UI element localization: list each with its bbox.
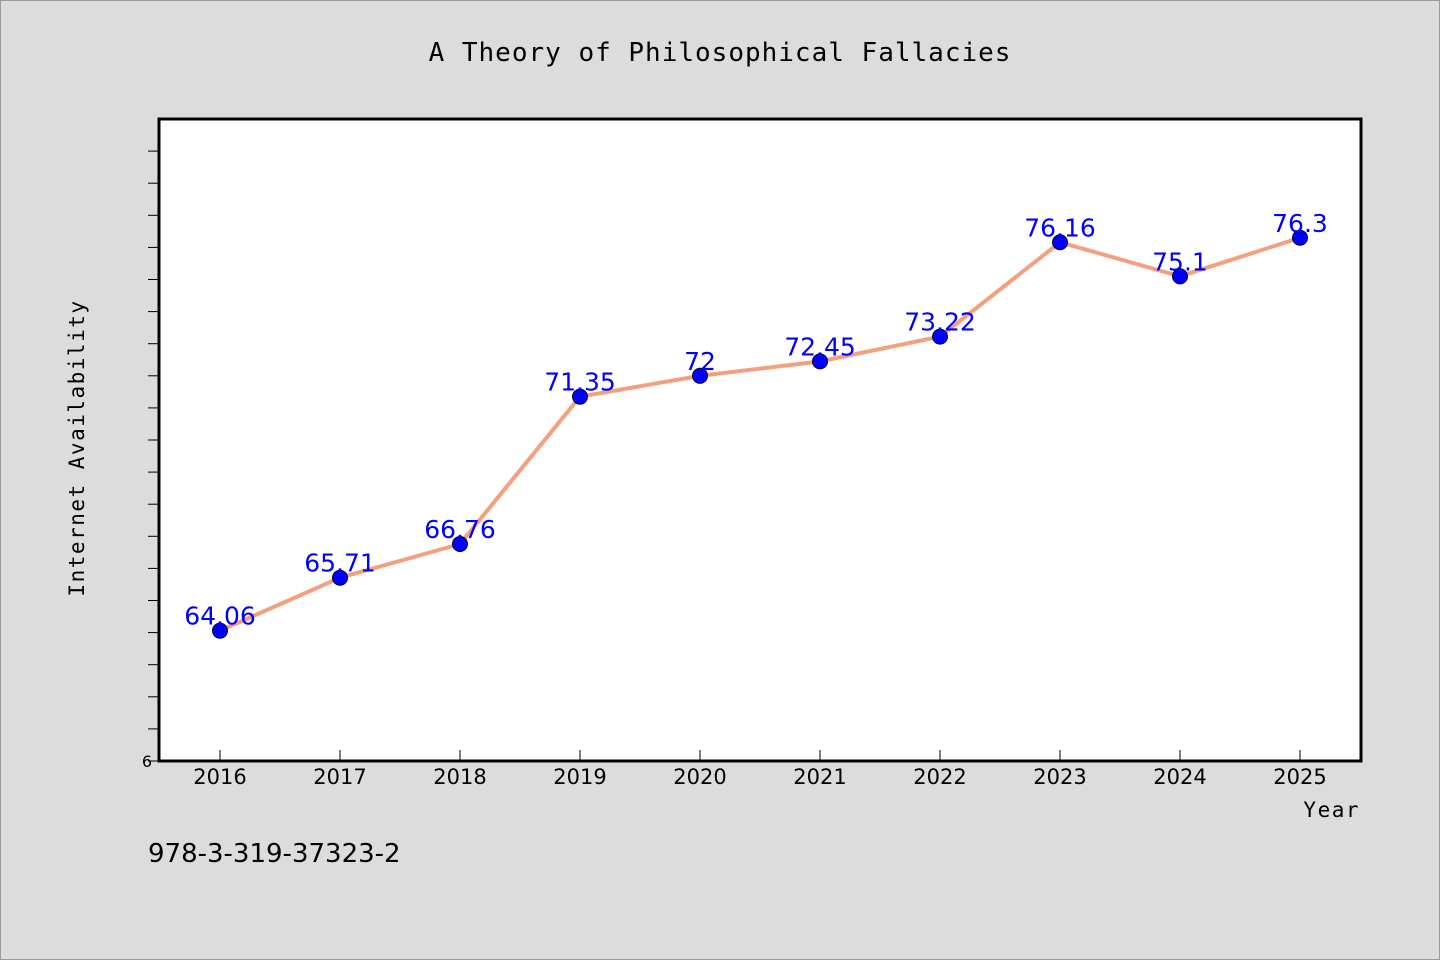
- x-tick-label: 2018: [433, 765, 486, 789]
- data-point: [932, 328, 948, 345]
- data-label: 65.71: [304, 549, 376, 578]
- data-series: 64.06 65.71 66.76 71.35 72 72.45 73.22 76.16 75.…: [184, 209, 1328, 639]
- x-axis-title: Year: [1303, 798, 1360, 822]
- x-tick-label: 2020: [673, 765, 726, 789]
- data-label: 66.76: [424, 515, 496, 544]
- x-tick-label: 2024: [1153, 765, 1206, 789]
- y-axis-ticks: 6: [142, 150, 159, 771]
- data-point: [812, 353, 828, 370]
- data-point: [332, 569, 348, 586]
- x-tick-label: 2016: [193, 765, 246, 789]
- data-label: 64.06: [184, 602, 256, 631]
- y-axis-title: Internet Availability: [65, 299, 89, 596]
- data-label: 72: [684, 347, 716, 376]
- data-point: [1052, 234, 1068, 251]
- data-label: 76.16: [1024, 213, 1096, 242]
- x-axis-ticks: 2016 2017 2018 2019 2020 2021 2022 2023 2024 2025: [193, 750, 1327, 789]
- y-tick-label: 6: [142, 752, 152, 771]
- x-tick-label: 2025: [1273, 765, 1326, 789]
- chart-title: A Theory of Philosophical Fallacies: [429, 38, 1012, 68]
- series-line: [219, 235, 1301, 633]
- data-label: 71.35: [544, 368, 616, 397]
- x-tick-label: 2023: [1033, 765, 1086, 789]
- plot-area: [157, 117, 1363, 763]
- x-tick-label: 2019: [553, 765, 606, 789]
- data-label: 75.1: [1152, 247, 1208, 276]
- data-point: [692, 367, 708, 384]
- x-tick-label: 2017: [313, 765, 366, 789]
- x-tick-label: 2022: [913, 765, 966, 789]
- isbn-label: 978-3-319-37323-2: [148, 839, 401, 869]
- data-point: [452, 536, 468, 553]
- x-tick-label: 2021: [793, 765, 846, 789]
- data-point: [1172, 268, 1188, 285]
- data-label: 72.45: [784, 332, 856, 361]
- data-label: 76.3: [1272, 209, 1328, 238]
- data-point: [212, 622, 228, 639]
- data-point: [1292, 229, 1308, 246]
- data-point: [572, 388, 588, 405]
- data-label: 73.22: [904, 308, 976, 337]
